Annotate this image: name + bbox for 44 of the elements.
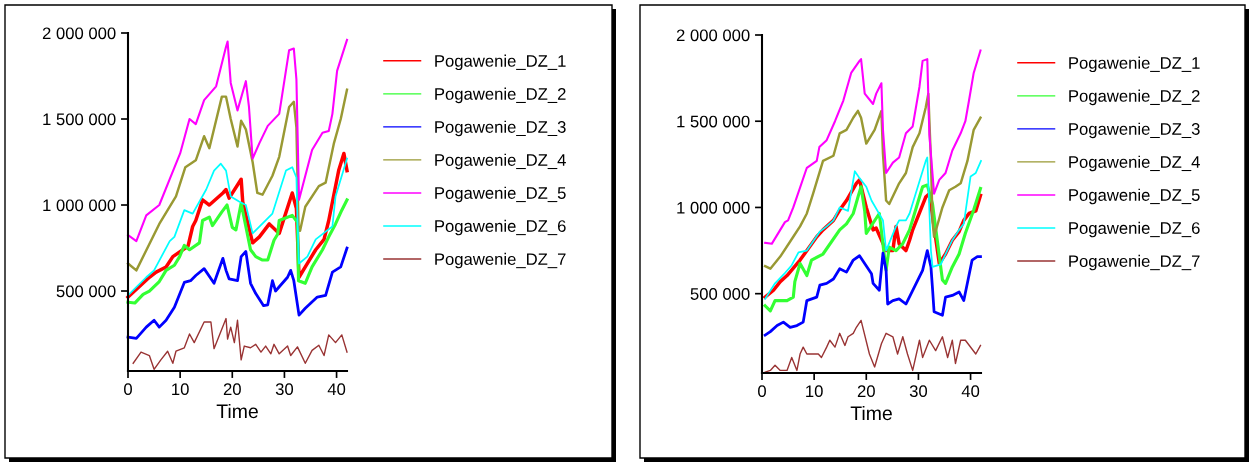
y-tick-label: 1 500 000 — [677, 115, 750, 128]
line-series — [764, 319, 982, 373]
legend-label: Pogawenie_DZ_1 — [1069, 56, 1200, 73]
x-tick-label: 10 — [172, 383, 189, 396]
line-series — [126, 246, 349, 340]
x-tick-label: 30 — [275, 383, 294, 396]
legend-label: Pogawenie_DZ_6 — [435, 219, 566, 236]
line-series — [764, 49, 982, 245]
x-tick-label: 20 — [223, 383, 241, 396]
x-tick-label: 10 — [806, 385, 823, 398]
legend-label: Pogawenie_DZ_5 — [435, 186, 566, 203]
y-tick-label: 2 000 000 — [42, 27, 116, 40]
line-series — [126, 88, 349, 272]
x-tick-label: 0 — [124, 383, 132, 396]
legend-label: Pogawenie_DZ_2 — [1069, 89, 1200, 106]
legend-label: Pogawenie_DZ_7 — [1069, 254, 1200, 271]
legend-label: Pogawenie_DZ_3 — [1069, 122, 1200, 139]
legend-label: Pogawenie_DZ_2 — [435, 87, 566, 104]
line-series — [763, 92, 982, 270]
x-tick-label: 40 — [961, 385, 980, 398]
line-series — [126, 38, 349, 243]
y-tick-label: 500 000 — [56, 285, 116, 298]
legend-label: Pogawenie_DZ_4 — [435, 153, 566, 170]
legend-label: Pogawenie_DZ_5 — [1069, 188, 1200, 205]
y-tick-label: 1 500 000 — [43, 113, 116, 126]
legend-label: Pogawenie_DZ_3 — [435, 120, 566, 137]
legend-label: Pogawenie_DZ_6 — [1069, 221, 1200, 238]
x-tick-label: 20 — [857, 385, 875, 398]
x-tick-label: 40 — [327, 383, 346, 396]
line-series — [126, 198, 349, 305]
legend-label: Pogawenie_DZ_7 — [435, 252, 566, 269]
line-series — [764, 156, 982, 300]
x-axis-title: Time — [216, 403, 258, 419]
y-tick-label: 1 000 000 — [677, 201, 750, 214]
y-tick-label: 500 000 — [690, 288, 750, 300]
legend-label: Pogawenie_DZ_1 — [435, 54, 566, 71]
y-tick-label: 1 000 000 — [43, 199, 116, 212]
line-series — [763, 249, 982, 337]
legend-label: Pogawenie_DZ_4 — [1069, 155, 1200, 172]
line-series — [132, 317, 348, 370]
x-tick-label: 30 — [909, 385, 928, 398]
x-tick-label: 0 — [758, 385, 766, 398]
x-axis-title: Time — [850, 405, 892, 421]
y-tick-label: 2 000 000 — [676, 29, 750, 42]
